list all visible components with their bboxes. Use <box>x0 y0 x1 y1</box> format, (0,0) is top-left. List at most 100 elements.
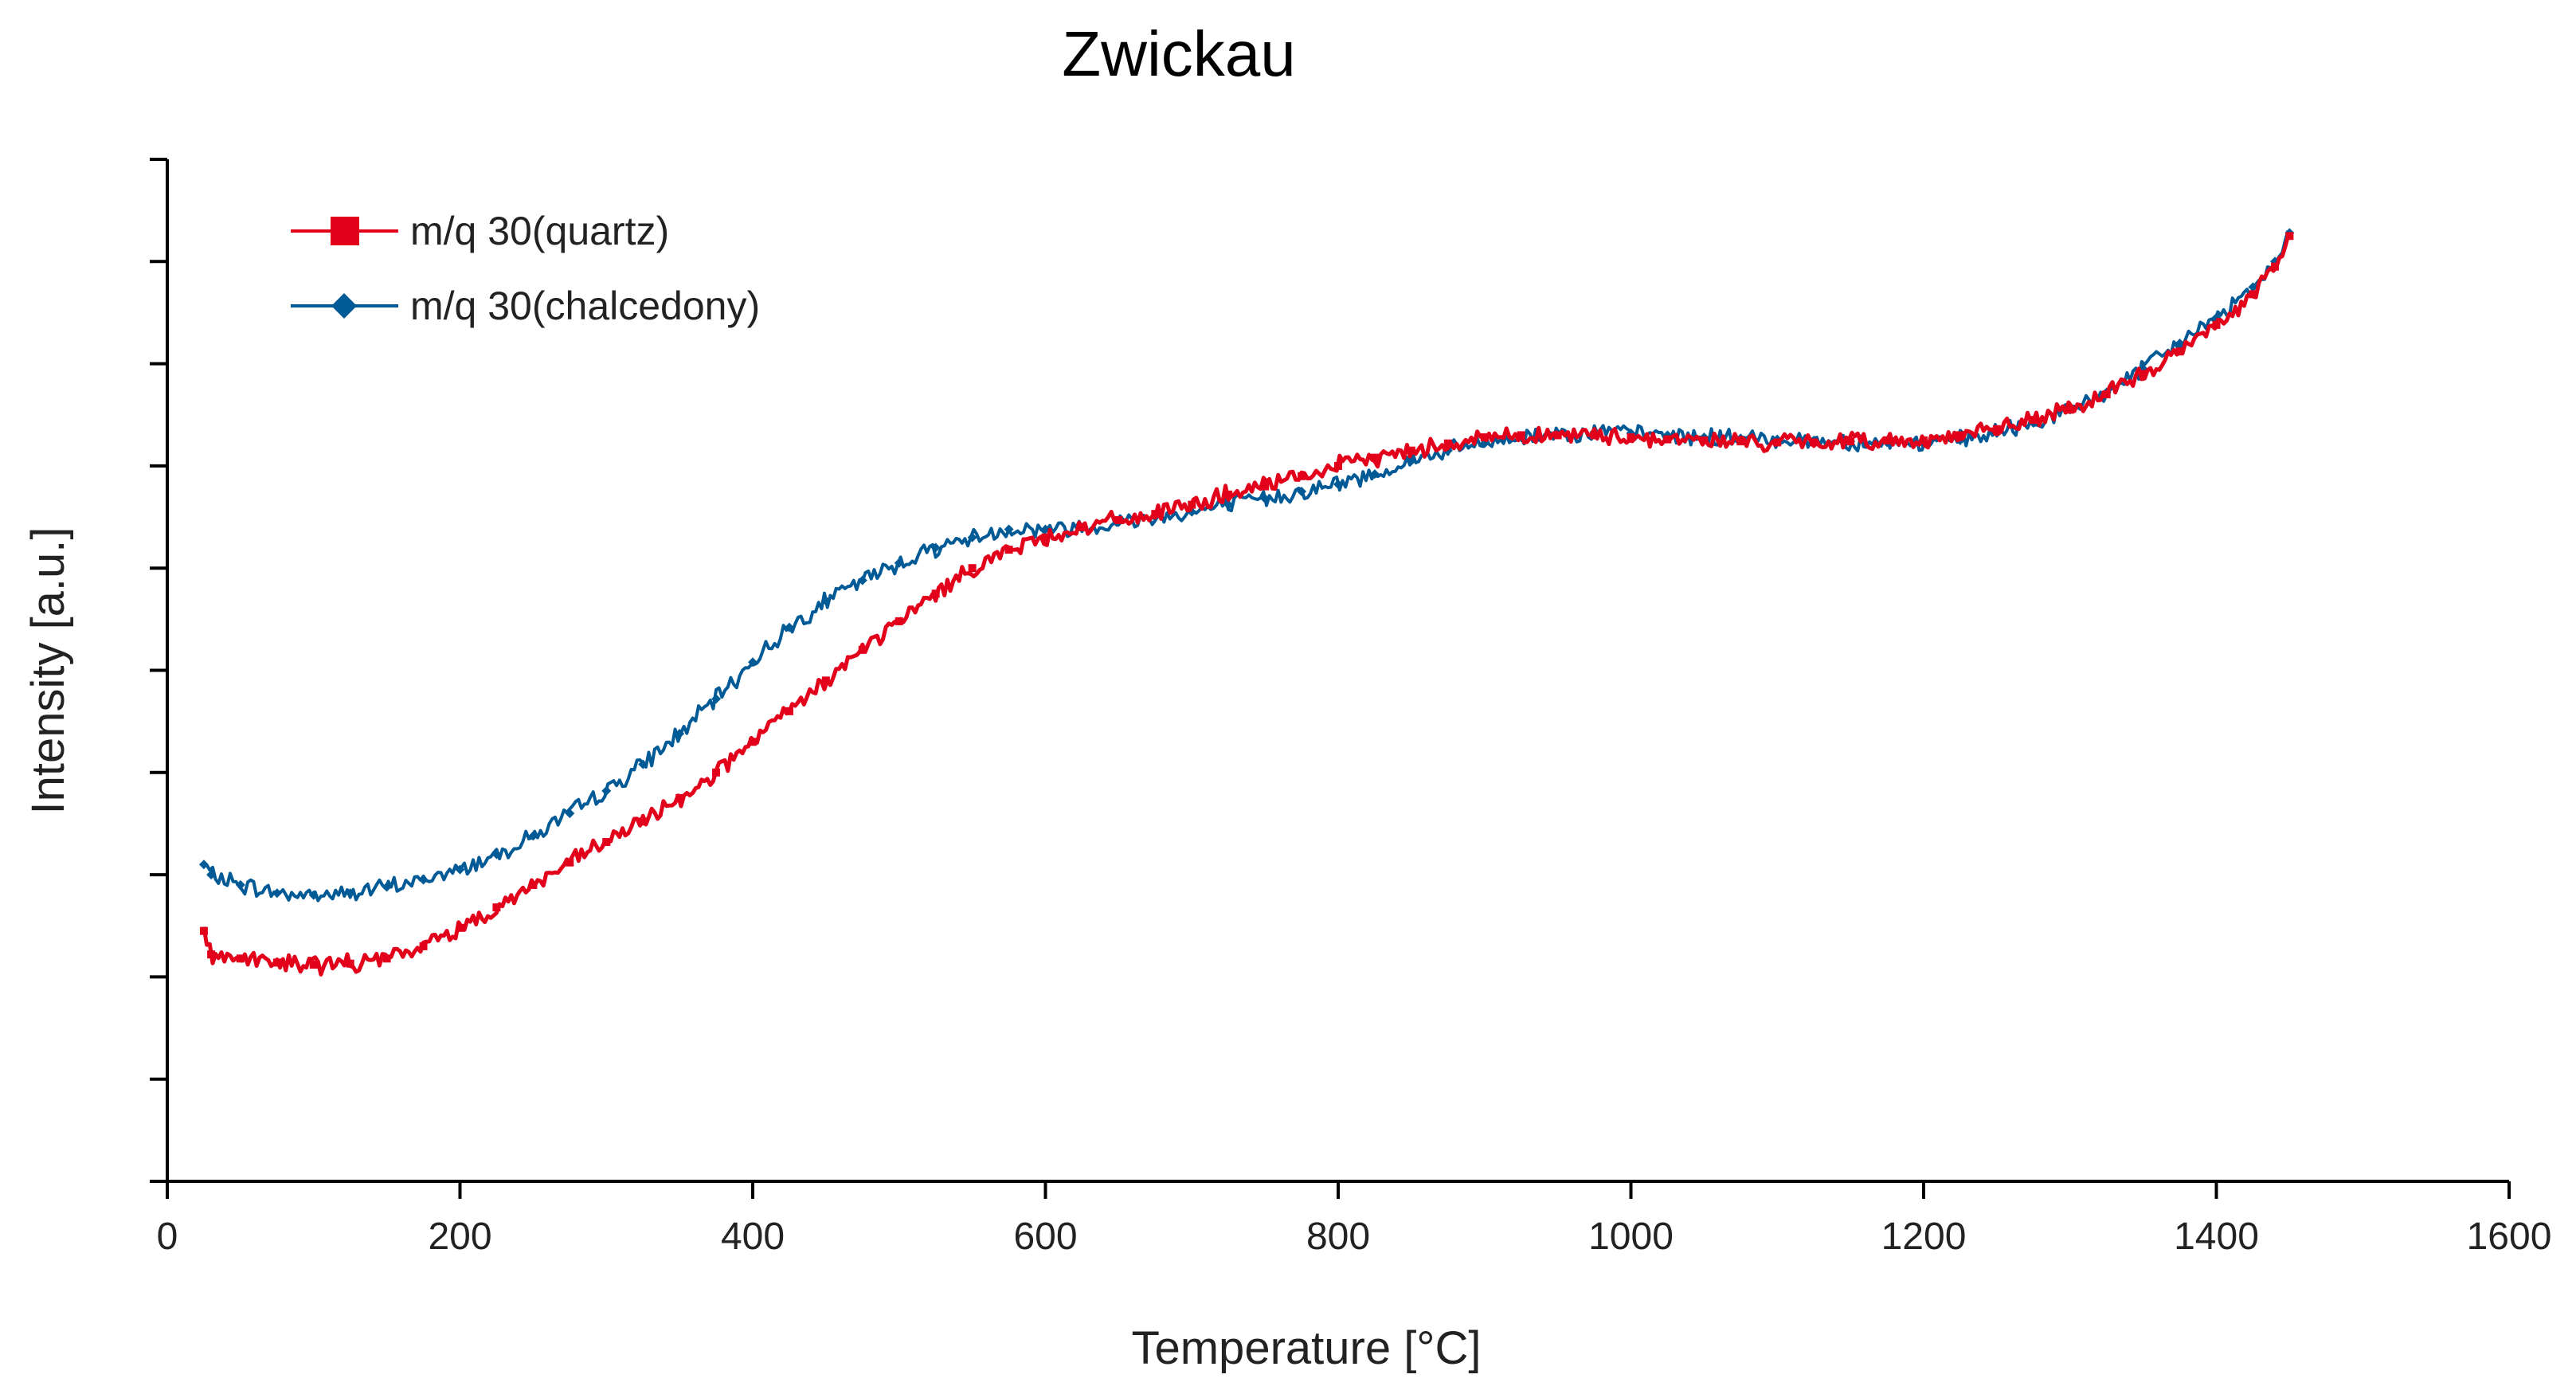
data-point-chalcedony <box>784 622 794 632</box>
x-tick-label: 1200 <box>1881 1216 1967 1258</box>
data-point-chalcedony <box>1223 499 1234 510</box>
data-point-quartz <box>1846 437 1855 446</box>
data-point-quartz <box>346 959 354 968</box>
data-point-quartz <box>821 676 830 685</box>
data-point-chalcedony <box>2175 338 2185 348</box>
data-point-quartz <box>1627 433 1635 441</box>
data-point-quartz <box>529 880 538 889</box>
data-point-chalcedony <box>491 849 502 860</box>
x-tick-label: 200 <box>428 1216 491 1258</box>
x-tick-label: 800 <box>1306 1216 1370 1258</box>
series-line-quartz <box>202 235 2290 977</box>
series-line-chalcedony <box>203 229 2290 903</box>
data-point-quartz <box>1261 482 1270 491</box>
data-point-chalcedony <box>528 831 538 841</box>
data-point-quartz <box>2285 232 2294 241</box>
data-point-quartz <box>1553 431 1562 440</box>
data-point-quartz <box>1517 431 1525 440</box>
data-point-chalcedony <box>748 657 758 668</box>
data-point-quartz <box>1920 436 1928 444</box>
data-point-quartz <box>1298 472 1306 480</box>
data-point-quartz <box>419 942 428 950</box>
legend-item-chalcedony: m/q 30(chalcedony) <box>291 284 760 328</box>
x-tick-label: 1600 <box>2467 1216 2552 1258</box>
data-point-quartz <box>1224 490 1233 499</box>
data-point-chalcedony <box>235 879 245 890</box>
data-point-quartz <box>1773 438 1782 447</box>
data-point-quartz <box>199 926 208 935</box>
data-point-chalcedony <box>967 532 977 542</box>
data-point-chalcedony <box>1004 524 1014 534</box>
legend-label-chalcedony: m/q 30(chalcedony) <box>410 284 760 328</box>
data-point-quartz <box>1883 436 1892 444</box>
data-point-chalcedony <box>711 694 722 704</box>
data-point-quartz <box>1992 425 2001 433</box>
data-point-quartz <box>456 923 464 932</box>
data-point-chalcedony <box>565 809 575 819</box>
data-point-quartz <box>382 954 391 963</box>
data-point-chalcedony <box>857 575 867 585</box>
data-point-chalcedony <box>930 542 941 553</box>
data-point-chalcedony <box>601 785 612 796</box>
data-point-chalcedony <box>198 860 209 870</box>
data-point-chalcedony <box>382 882 392 892</box>
data-point-quartz <box>1114 515 1123 524</box>
data-point-quartz <box>1736 437 1745 446</box>
data-point-chalcedony <box>1406 456 1416 466</box>
data-point-quartz <box>207 950 216 959</box>
legend: m/q 30(quartz) m/q 30(chalcedony) <box>291 209 760 328</box>
data-point-quartz <box>2249 290 2257 299</box>
data-point-quartz <box>1480 433 1489 441</box>
data-point-quartz <box>749 738 757 746</box>
data-point-quartz <box>2029 416 2038 425</box>
data-point-chalcedony <box>1333 479 1343 489</box>
data-point-chalcedony <box>455 864 465 875</box>
data-point-chalcedony <box>418 875 429 885</box>
data-point-chalcedony <box>272 888 282 899</box>
data-point-quartz <box>1188 500 1196 509</box>
x-tick-label: 0 <box>157 1216 178 1258</box>
data-point-chalcedony <box>894 558 904 568</box>
data-point-quartz <box>1370 453 1379 462</box>
data-point-quartz <box>1334 461 1342 470</box>
data-point-chalcedony <box>1369 469 1380 480</box>
data-point-quartz <box>309 961 318 969</box>
data-point-quartz <box>2175 347 2184 356</box>
data-point-quartz <box>1004 546 1013 554</box>
series-layer <box>198 228 2295 977</box>
x-tick-label: 600 <box>1013 1216 1077 1258</box>
y-ticks <box>150 158 167 1183</box>
data-point-chalcedony <box>2248 282 2258 292</box>
data-point-quartz <box>1663 435 1672 444</box>
data-point-chalcedony <box>820 596 831 606</box>
data-point-chalcedony <box>1260 493 1270 503</box>
legend-label-quartz: m/q 30(quartz) <box>410 209 669 253</box>
data-point-quartz <box>931 589 940 598</box>
data-point-quartz <box>492 903 501 912</box>
x-tick-label: 400 <box>721 1216 785 1258</box>
data-point-quartz <box>1041 533 1050 542</box>
legend-item-quartz: m/q 30(quartz) <box>291 209 669 253</box>
data-point-quartz <box>2139 370 2147 378</box>
data-point-quartz <box>785 707 793 715</box>
data-point-chalcedony <box>206 870 217 880</box>
x-tick-label: 1400 <box>2174 1216 2259 1258</box>
data-point-chalcedony <box>675 729 685 739</box>
data-point-chalcedony <box>345 888 355 899</box>
data-point-quartz <box>639 817 648 826</box>
x-ticks: 0 200 400 600 800 1000 1200 1400 1600 <box>157 1181 2552 1258</box>
x-tick-label: 1000 <box>1588 1216 1674 1258</box>
y-axis-label: Intensity [a.u.] <box>22 527 74 814</box>
data-point-quartz <box>2065 405 2074 414</box>
data-point-quartz <box>1810 438 1818 447</box>
legend-marker-square <box>331 217 359 245</box>
data-point-quartz <box>1700 436 1709 444</box>
legend-marker-diamond <box>331 293 357 319</box>
data-point-chalcedony <box>1297 486 1307 496</box>
x-axis-label: Temperature [°C] <box>1131 1322 1481 1374</box>
data-point-quartz <box>1443 439 1452 448</box>
data-point-quartz <box>272 958 281 967</box>
data-point-quartz <box>1078 523 1086 531</box>
data-point-quartz <box>236 954 245 963</box>
